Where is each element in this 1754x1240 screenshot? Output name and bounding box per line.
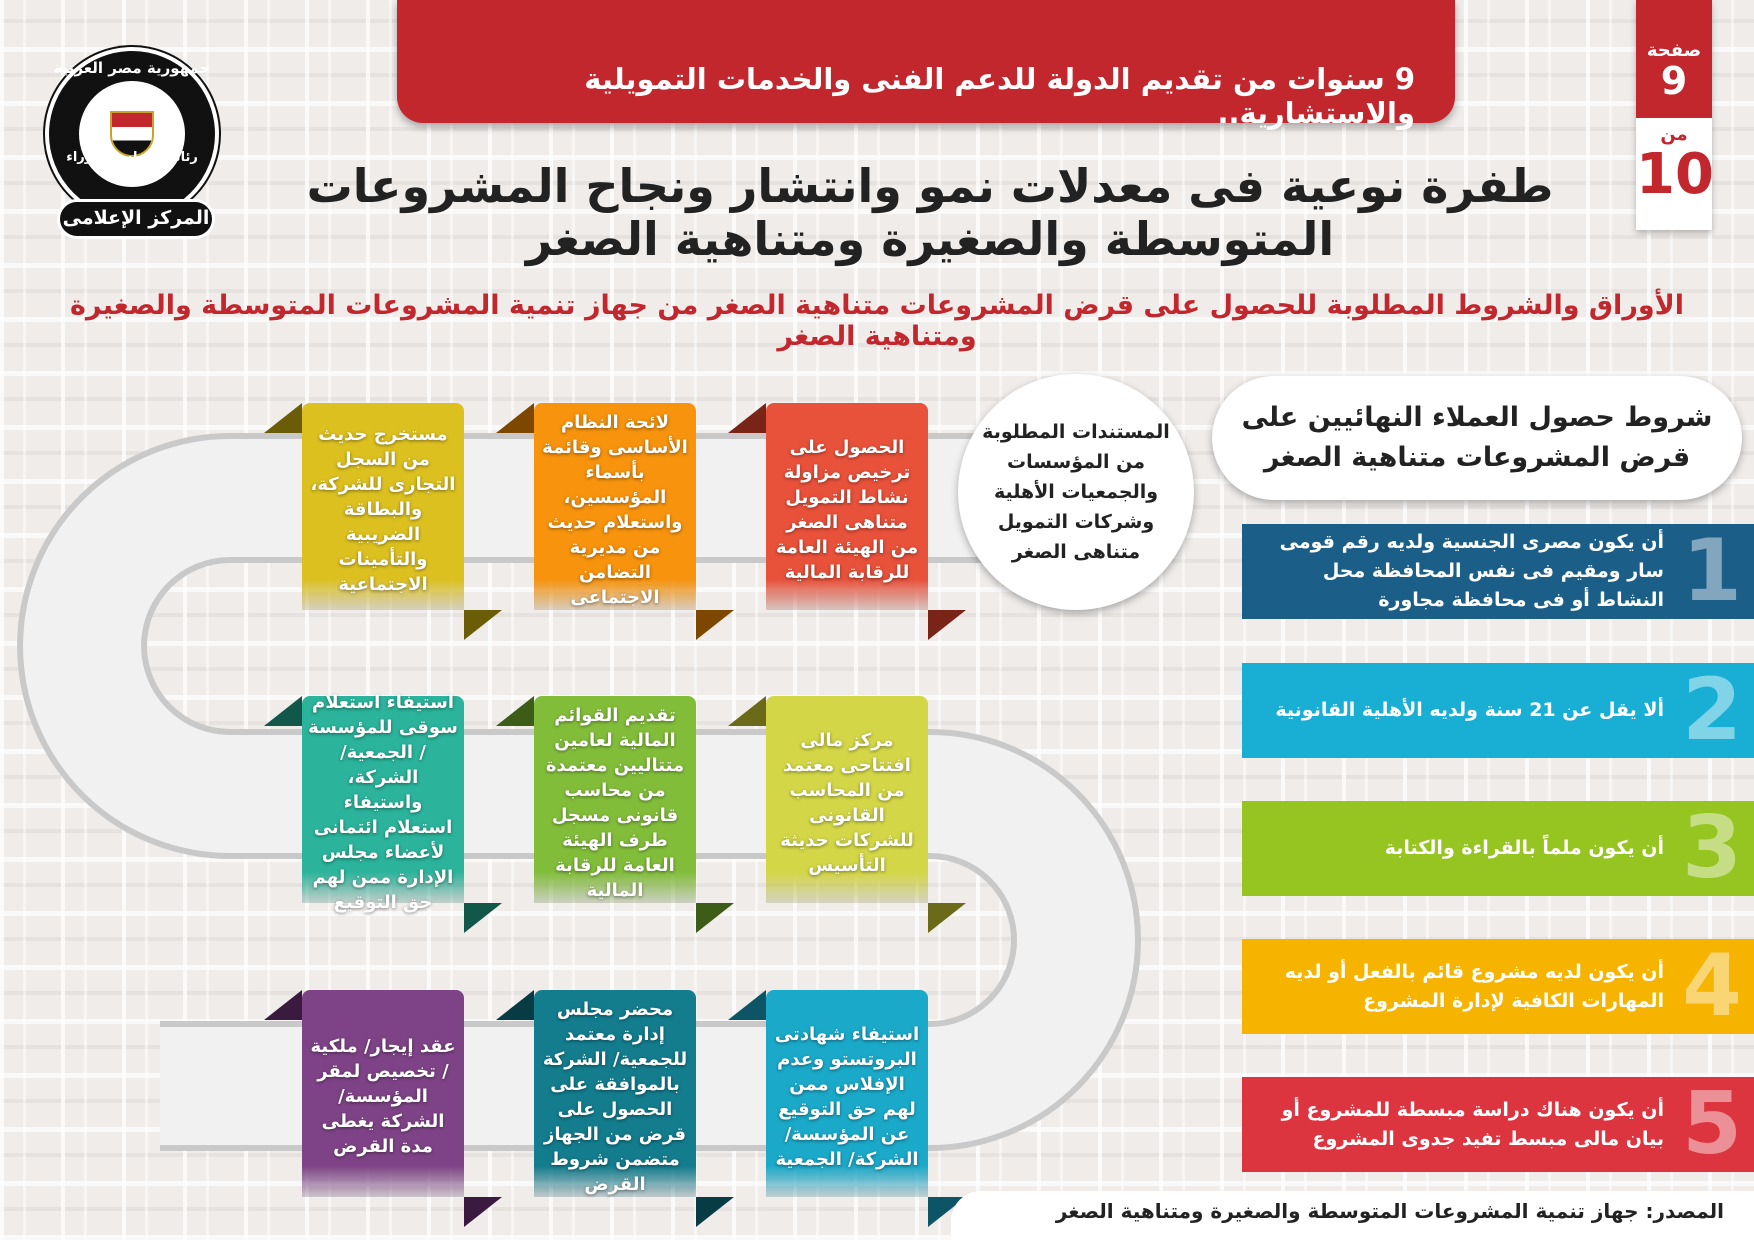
source-note: المصدر: جهاز تنمية المشروعات المتوسطة وا… [951,1191,1754,1240]
condition-item: 3 أن يكون ملماً بالقراءة والكتابة [1242,801,1754,896]
document-card-text: استيفاء استعلام سوقى للمؤسسة / الجمعية/ … [308,692,458,913]
page-title: طفرة نوعية فى معدلات نمو وانتشار ونجاح ا… [306,159,1554,266]
document-card-text: عقد إيجار/ ملكية / تخصيص لمقر المؤسسة/ ا… [310,1036,456,1157]
condition-number: 2 [1682,660,1742,760]
document-card-text: محضر مجلس إدارة معتمد للجمعية/ الشركة با… [542,998,688,1195]
cabinet-logo: جمهورية مصر العربية المركز الإعلامى [45,47,219,239]
condition-number: 4 [1682,936,1742,1036]
documents-title: المستندات المطلوبة من المؤسسات والجمعيات… [982,421,1170,563]
condition-text: أن يكون ملماً بالقراءة والكتابة [1384,837,1664,859]
eagle-emblem-icon [79,81,185,187]
page-current: 9 [1660,59,1688,103]
document-card-text: لائحة النظام الأساسى وقائمة بأسماء المؤس… [542,411,688,608]
condition-item: 1 أن يكون مصرى الجنسية ولديه رقم قومى سا… [1242,524,1754,619]
condition-text: ألا يقل عن 21 سنة ولديه الأهلية القانوني… [1275,699,1664,721]
page-total: 10 [1636,142,1714,207]
document-card: عقد إيجار/ ملكية / تخصيص لمقر المؤسسة/ ا… [302,990,464,1197]
page-indicator: صفحة 9 من 10 [1636,0,1714,230]
logo-top-text: جمهورية مصر العربية [53,59,211,77]
condition-item: 5 أن يكون هناك دراسة مبسطة للمشروع أو بي… [1242,1077,1754,1172]
condition-text: أن يكون لديه مشروع قائم بالفعل أو لديه ا… [1284,960,1664,1012]
condition-text: أن يكون مصرى الجنسية ولديه رقم قومى سار … [1279,531,1664,611]
condition-number: 1 [1682,521,1742,621]
document-card-text: الحصول على ترخيص مزاولة نشاط التمويل متن… [775,436,919,583]
documents-circle: المستندات المطلوبة من المؤسسات والجمعيات… [958,374,1194,610]
document-card-text: استيفاء شهادتى البروتستو وعدم الإفلاس مم… [774,1023,920,1170]
condition-item: 2 ألا يقل عن 21 سنة ولديه الأهلية القانو… [1242,663,1754,758]
condition-item: 4 أن يكون لديه مشروع قائم بالفعل أو لديه… [1242,939,1754,1034]
document-card-text: مركز مالى افتتاحى معتمد من المحاسب القان… [780,729,914,876]
document-card: مركز مالى افتتاحى معتمد من المحاسب القان… [766,696,928,903]
document-card: تقديم القوائم المالية لعامين متتاليين مع… [534,696,696,903]
document-card: مستخرج حديث من السجل التجارى للشركة، وال… [302,403,464,610]
condition-number: 3 [1682,798,1742,898]
document-card: استيفاء شهادتى البروتستو وعدم الإفلاس مم… [766,990,928,1197]
conditions-title-bubble: شروط حصول العملاء النهائيين على قرض المش… [1212,376,1742,500]
logo-middle-text: رئاسة مجلس الوزراء [66,150,198,165]
page-label: صفحة [1646,40,1702,61]
document-card-text: مستخرج حديث من السجل التجارى للشركة، وال… [310,424,456,595]
top-banner: 9 سنوات من تقديم الدولة للدعم الفنى والخ… [397,0,1455,130]
document-card: استيفاء استعلام سوقى للمؤسسة / الجمعية/ … [302,692,464,913]
logo-bottom-text: المركز الإعلامى [57,199,215,239]
condition-text: أن يكون هناك دراسة مبسطة للمشروع أو بيان… [1281,1098,1664,1150]
document-card: الحصول على ترخيص مزاولة نشاط التمويل متن… [766,403,928,610]
document-card-text: تقديم القوائم المالية لعامين متتاليين مع… [545,704,685,901]
condition-number: 5 [1682,1074,1742,1174]
page-subtitle: الأوراق والشروط المطلوبة للحصول على قرض … [69,290,1684,352]
document-card: محضر مجلس إدارة معتمد للجمعية/ الشركة با… [534,990,696,1197]
page-of-label: من [1660,124,1688,145]
conditions-title: شروط حصول العملاء النهائيين على قرض المش… [1241,402,1713,473]
banner-text: 9 سنوات من تقديم الدولة للدعم الفنى والخ… [584,62,1415,130]
document-card: لائحة النظام الأساسى وقائمة بأسماء المؤس… [534,403,696,610]
